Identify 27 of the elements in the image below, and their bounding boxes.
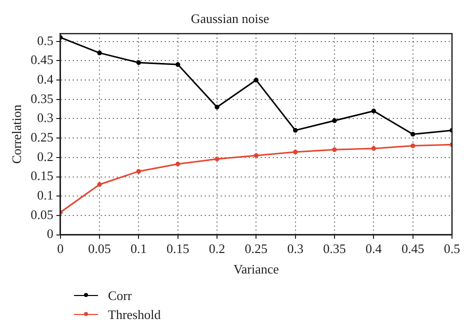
y-tick-label: 0.25 [30,129,54,144]
y-tick-label: 0.1 [37,188,54,203]
y-tick-label: 0.05 [30,206,54,222]
x-tick-label: 0.35 [323,241,346,256]
y-tick-label: 0 [46,226,54,242]
x-tick-label: 0.2 [208,241,226,256]
chart-title: Gaussian noise [190,11,270,26]
y-axis-title: Correlation [9,104,24,164]
x-tick-label: 0.1 [130,241,147,256]
x-tick-label: 0.45 [401,241,424,256]
x-tick-label: 0.05 [88,241,111,256]
x-tick-label: 0.25 [244,241,268,256]
y-tick-label: 0.45 [30,52,54,68]
y-tick-label: 0.3 [37,110,54,126]
y-tick-label: 0.35 [30,90,54,106]
x-tick-label: 0.3 [287,241,304,256]
y-tick-label: 0.5 [37,32,54,48]
y-tick-label: 0.4 [37,71,54,86]
x-tick-label: 0.5 [444,241,460,256]
x-axis-title: Variance [233,262,280,277]
y-tick-label: 0.15 [30,168,54,184]
x-tick-label: 0 [57,241,64,256]
legend-label: Corr [108,288,132,304]
legend-label: Threshold [108,306,161,322]
y-tick-label: 0.2 [37,148,54,164]
x-tick-label: 0.4 [366,241,382,256]
x-tick-label: 0.15 [166,241,190,256]
